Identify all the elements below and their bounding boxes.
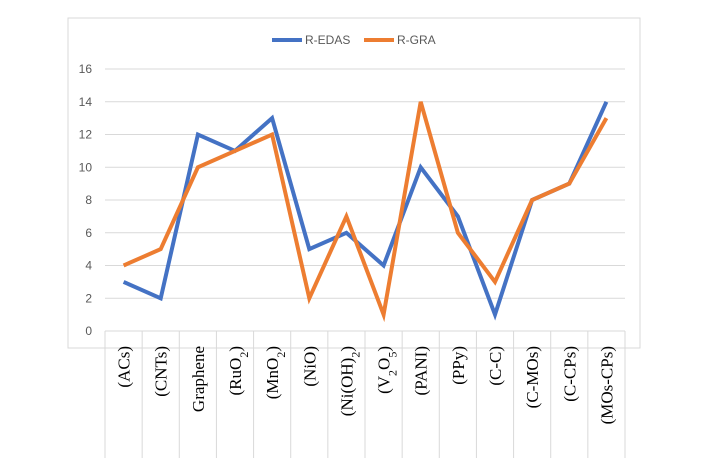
- series-line-r-gra: [122, 101, 609, 323]
- y-tick-label: 14: [79, 95, 93, 109]
- x-tick-label: (CNTs): [152, 346, 171, 397]
- x-tick-label: (MOs-CPs): [597, 346, 616, 424]
- y-tick-label: 4: [85, 259, 92, 273]
- x-tick-label: (ACs): [115, 346, 134, 388]
- legend-label-r-gra: R-GRA: [397, 33, 436, 47]
- x-tick-label: (PPy): [449, 346, 468, 385]
- x-tick-label: (V2O5): [375, 346, 400, 394]
- x-tick-label: (C-MOs): [523, 346, 542, 408]
- y-tick-label: 8: [85, 193, 92, 207]
- x-tick-label: Graphene: [189, 346, 208, 412]
- y-tick-label: 0: [85, 324, 92, 338]
- series-lines: [122, 100, 609, 323]
- x-tick-label: (C-C): [486, 346, 505, 386]
- x-axis-category-labels: (ACs) (CNTs) Graphene (RuO2) (MnO2) (NiO) (Ni(…: [115, 346, 617, 424]
- category-table-grid: [104, 331, 626, 458]
- x-tick-label: (PANI): [412, 346, 431, 395]
- series-line-r-edas: [122, 100, 609, 321]
- y-tick-label: 6: [85, 226, 92, 240]
- gridlines: [105, 68, 625, 332]
- x-tick-label: (MnO2): [263, 346, 288, 399]
- legend-label-r-edas: R-EDAS: [305, 33, 350, 47]
- y-tick-label: 10: [79, 160, 93, 174]
- x-tick-label: (Ni(OH)2): [337, 346, 362, 416]
- legend: R-EDAS R-GRA: [272, 33, 436, 47]
- y-tick-label: 16: [79, 62, 93, 76]
- x-tick-label: (RuO2): [226, 346, 251, 395]
- y-tick-label: 12: [79, 128, 93, 142]
- x-tick-label: (C-CPs): [560, 346, 579, 402]
- y-tick-label: 2: [85, 291, 92, 305]
- y-axis-tick-labels: 0 2 4 6 8 10 12 14 16: [79, 62, 93, 338]
- x-tick-label: (NiO): [300, 346, 319, 387]
